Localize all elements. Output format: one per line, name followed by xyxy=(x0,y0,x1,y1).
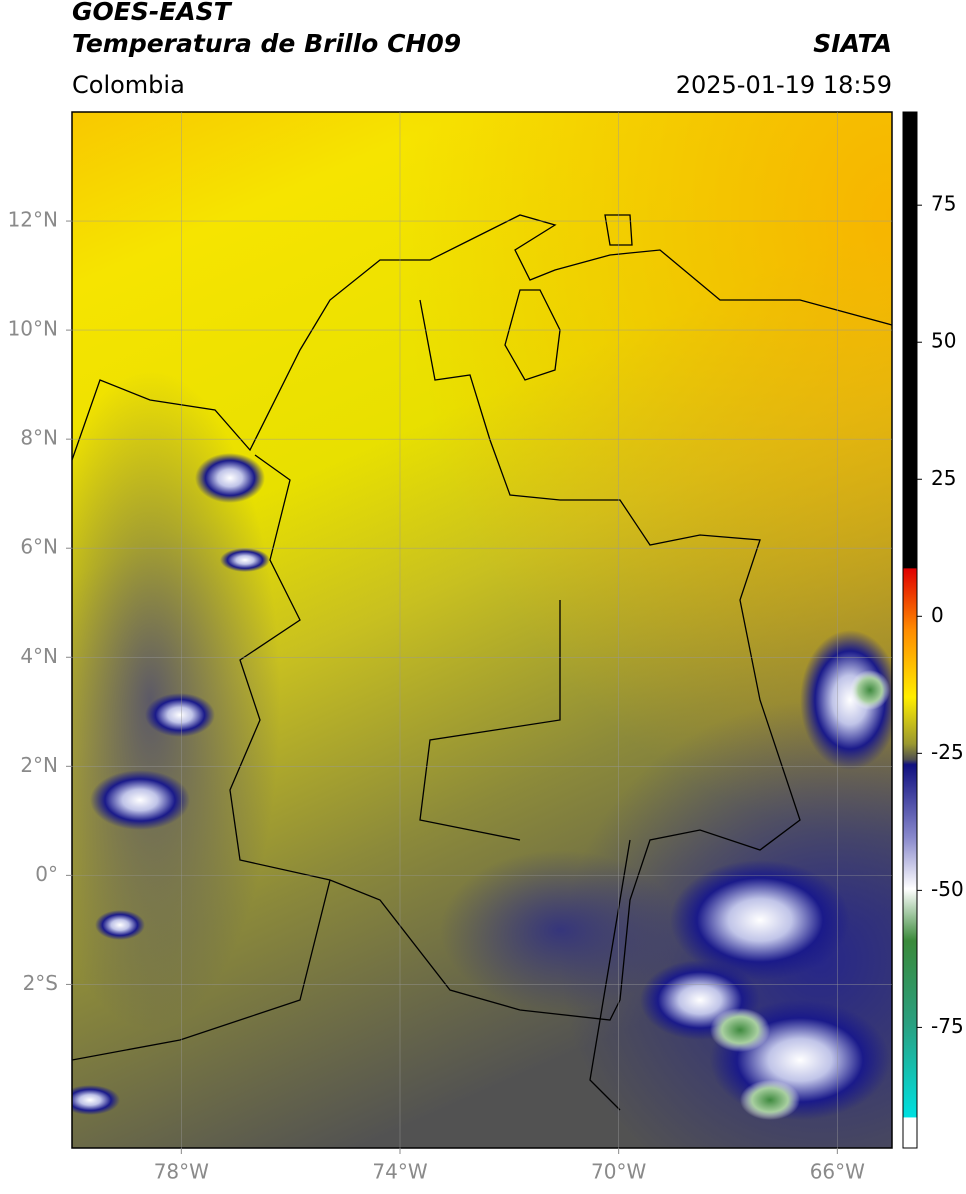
x-tick-label: 66°W xyxy=(810,1160,865,1184)
x-tick-label: 74°W xyxy=(372,1160,427,1184)
colorbar-tick-label: -75 xyxy=(931,1014,964,1038)
y-tick-label: 6°N xyxy=(20,535,58,559)
colorbar-tick-label: -50 xyxy=(931,877,964,901)
x-tick-label: 70°W xyxy=(591,1160,646,1184)
y-tick-label: 4°N xyxy=(20,644,58,668)
region: Colombia xyxy=(72,71,185,99)
colorbar-tick-label: -25 xyxy=(931,740,964,764)
satellite-image xyxy=(72,112,892,1148)
y-tick-label: 2°N xyxy=(20,753,58,777)
y-tick-label: 8°N xyxy=(20,426,58,450)
title: GOES-EAST xyxy=(72,0,233,26)
source: SIATA xyxy=(813,29,892,58)
map-frame xyxy=(71,111,893,1149)
colorbar-tick-label: 25 xyxy=(931,466,956,490)
colorbar-tick-label: 0 xyxy=(931,603,944,627)
colorbar xyxy=(902,111,918,1149)
colorbar-tick-label: 50 xyxy=(931,329,956,353)
y-tick-label: 10°N xyxy=(8,317,58,341)
subtitle: Temperatura de Brillo CH09 xyxy=(72,29,461,58)
date: 2025-01-19 18:59 xyxy=(676,71,892,99)
y-tick-label: 12°N xyxy=(8,208,58,232)
y-tick-label: 2°S xyxy=(23,971,58,995)
x-tick-label: 78°W xyxy=(154,1160,209,1184)
colorbar-tick-label: 75 xyxy=(931,192,956,216)
y-tick-label: 0° xyxy=(35,862,58,886)
